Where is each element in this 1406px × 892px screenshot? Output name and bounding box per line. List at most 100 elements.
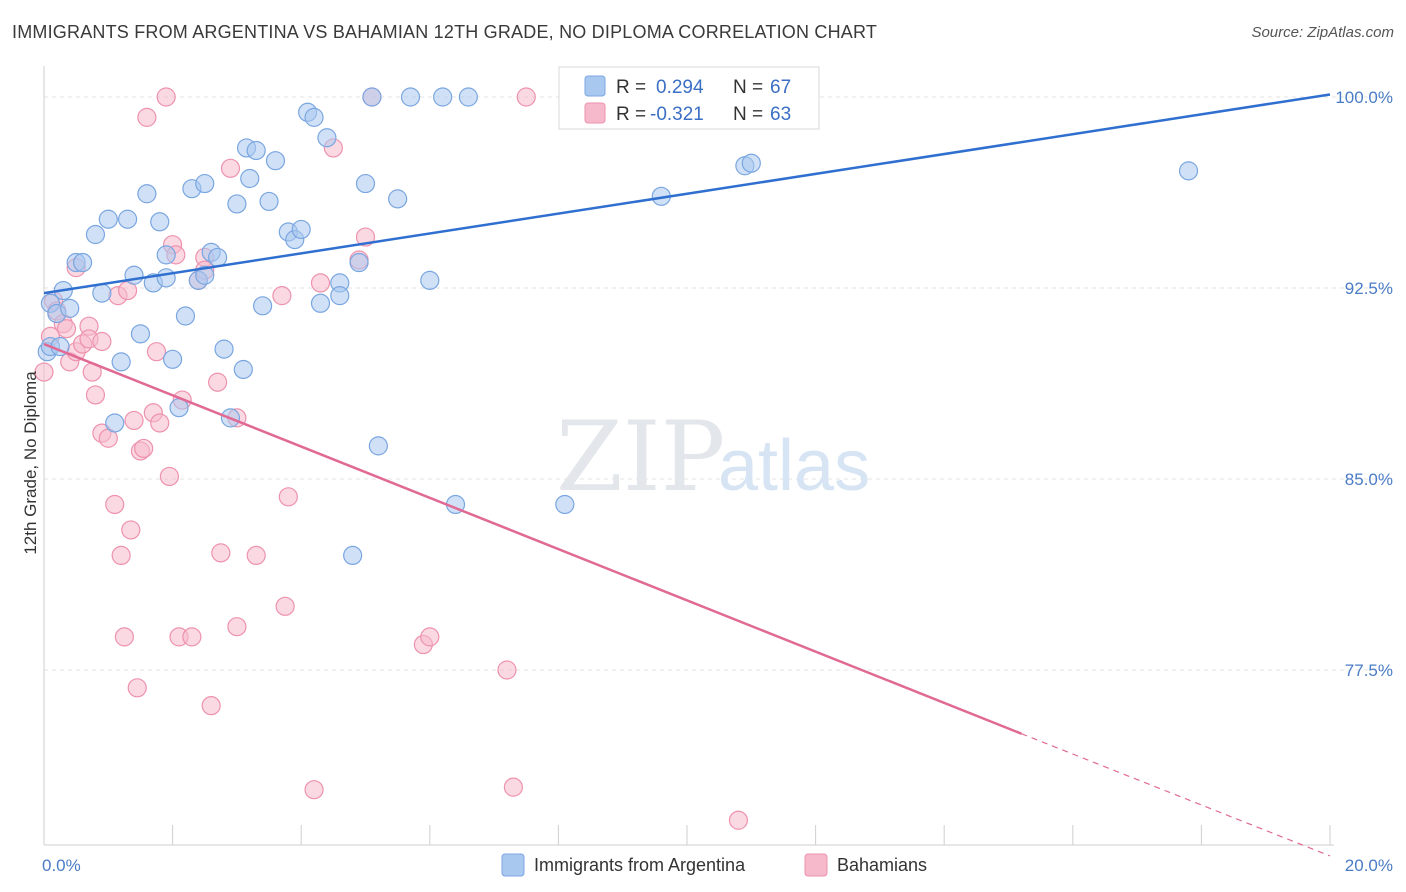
point-argentina-5 [60, 298, 80, 318]
stats-r-label-2: R = [616, 104, 646, 125]
legend-label-bahamians: Bahamians [837, 855, 927, 875]
point-argentina-30 [227, 194, 247, 214]
point-argentina-31 [233, 359, 253, 380]
point-argentina-11 [105, 413, 125, 433]
chart-title: IMMIGRANTS FROM ARGENTINA VS BAHAMIAN 12… [12, 22, 878, 42]
point-argentina-48 [349, 252, 369, 273]
point-bahamians-59 [497, 660, 517, 680]
point-bahamians-48 [272, 286, 292, 306]
point-argentina-65 [156, 268, 176, 288]
point-bahamians-30 [150, 413, 170, 433]
point-bahamians-17 [105, 494, 125, 515]
point-argentina-13 [117, 209, 138, 229]
point-argentina-27 [208, 247, 228, 268]
point-argentina-43 [310, 293, 331, 313]
point-argentina-16 [137, 184, 157, 204]
point-bahamians-47 [246, 545, 266, 566]
trend-line-bahamians-extension [1021, 733, 1331, 857]
stats-legend-swatch-pink [584, 102, 606, 124]
trend-line-bahamians [43, 342, 1022, 735]
trend-line-argentina [43, 93, 1331, 295]
point-argentina-55 [433, 87, 453, 107]
point-argentina-46 [330, 286, 350, 306]
point-argentina-20 [163, 349, 183, 369]
point-bahamians-62 [728, 810, 749, 830]
point-argentina-57 [458, 87, 478, 107]
stats-r-value-2: -0.321 [650, 104, 704, 125]
point-bahamians-14 [92, 331, 112, 352]
point-argentina-18 [150, 212, 170, 232]
point-bahamians-5 [56, 319, 77, 339]
point-argentina-44 [317, 128, 337, 148]
point-bahamians-32 [159, 466, 179, 487]
point-bahamians-27 [137, 107, 157, 127]
y-tick-labels: 77.5% 85.0% 92.5% 100.0% [1335, 88, 1393, 680]
point-argentina-52 [388, 189, 408, 209]
y-tick-label-1: 85.0% [1345, 470, 1393, 489]
point-argentina-33 [240, 168, 260, 189]
point-bahamians-43 [211, 543, 231, 563]
x-tick-labels: 0.0% 20.0% [42, 856, 1393, 875]
point-bahamians-13 [85, 385, 106, 405]
point-bahamians-50 [278, 487, 298, 507]
y-tick-label-3: 100.0% [1335, 88, 1393, 107]
point-bahamians-41 [201, 696, 221, 716]
x-tick-label-1: 20.0% [1345, 856, 1393, 875]
point-bahamians-42 [208, 372, 228, 392]
point-argentina-62 [741, 153, 761, 173]
stats-r-value-1: 0.294 [656, 77, 704, 98]
point-bahamians-52 [310, 273, 331, 293]
point-bahamians-24 [127, 678, 147, 698]
y-axis-title: 12th Grade, No Diploma [21, 371, 40, 555]
axes [43, 66, 1334, 846]
point-bahamians-20 [114, 627, 134, 647]
legend-swatch-argentina [501, 853, 525, 877]
point-bahamians-37 [182, 627, 202, 647]
point-argentina-14 [124, 265, 144, 285]
point-bahamians-44 [220, 158, 241, 178]
point-argentina-58 [555, 494, 575, 515]
point-bahamians-31 [156, 87, 176, 107]
point-argentina-51 [368, 436, 388, 456]
y-tick-label-2: 92.5% [1345, 279, 1393, 298]
point-argentina-34 [246, 140, 266, 161]
point-argentina-10 [98, 209, 118, 229]
stats-n-value-1: 67 [770, 77, 791, 98]
grid-lines [44, 96, 1390, 671]
point-bahamians-49 [275, 596, 295, 616]
point-argentina-36 [259, 191, 279, 212]
legend-label-argentina: Immigrants from Argentina [534, 855, 746, 875]
point-argentina-28 [214, 339, 234, 359]
stats-legend-swatch-blue [584, 75, 606, 97]
point-argentina-22 [175, 306, 196, 326]
point-argentina-7 [72, 252, 93, 273]
point-argentina-50 [362, 87, 382, 107]
stats-r-label-1: R = [616, 77, 646, 98]
point-argentina-63 [1178, 161, 1199, 181]
watermark-zip: ZIP [556, 401, 725, 513]
trend-lines [43, 93, 1331, 857]
point-argentina-66 [195, 265, 215, 285]
legend-swatch-bahamians [804, 853, 828, 877]
point-argentina-40 [291, 219, 311, 240]
stats-n-label-1: N = [733, 77, 763, 98]
point-argentina-12 [111, 352, 131, 372]
source-label: Source: ZipAtlas.com [1251, 24, 1394, 41]
point-argentina-42 [304, 107, 324, 127]
series-legend: Immigrants from Argentina Bahamians [501, 853, 927, 877]
y-tick-label-0: 77.5% [1345, 661, 1393, 680]
stats-n-value-2: 63 [770, 104, 791, 125]
point-argentina-9 [92, 283, 112, 303]
point-argentina-19 [156, 245, 176, 265]
point-argentina-53 [400, 87, 421, 107]
point-bahamians-58 [420, 627, 440, 647]
stats-n-label-2: N = [733, 104, 763, 125]
point-argentina-49 [355, 173, 376, 194]
point-argentina-25 [195, 173, 215, 194]
point-bahamians-60 [503, 777, 523, 797]
stats-legend: R = 0.294 N = 67 R = -0.321 N = 63 [558, 66, 820, 130]
point-bahamians-22 [121, 520, 141, 540]
point-bahamians-0 [34, 362, 54, 382]
point-bahamians-26 [134, 438, 154, 459]
